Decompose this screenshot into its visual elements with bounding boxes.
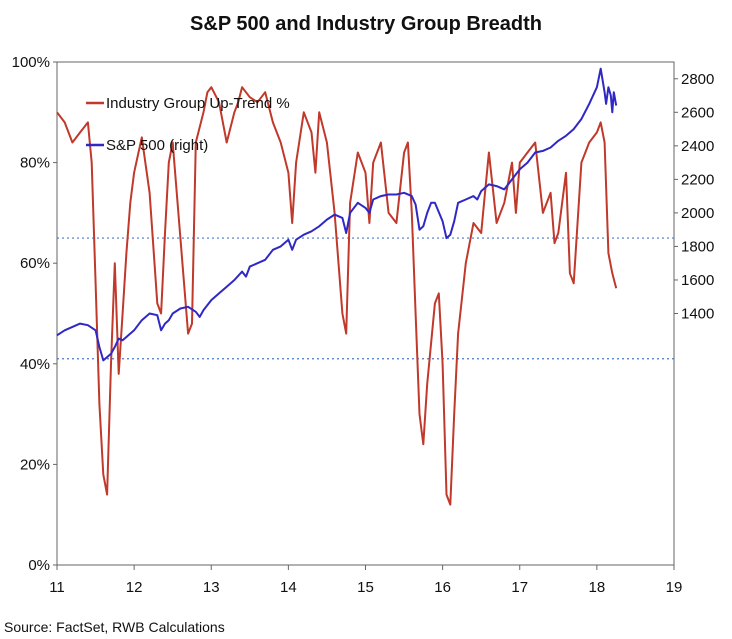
series-layer bbox=[56, 67, 618, 506]
x-tick-label: 15 bbox=[357, 579, 374, 596]
left-tick-label: 0% bbox=[28, 557, 50, 574]
right-tick-label: 2200 bbox=[681, 171, 714, 188]
right-tick-label: 2600 bbox=[681, 104, 714, 121]
x-tick-label: 19 bbox=[666, 579, 683, 596]
x-tick-label: 13 bbox=[203, 579, 220, 596]
right-axis: 1400 1600 1800 2000 2200 2400 2600 2800 bbox=[674, 71, 714, 323]
right-tick-label: 1800 bbox=[681, 238, 714, 255]
x-tick-label: 16 bbox=[434, 579, 451, 596]
legend-label: S&P 500 (right) bbox=[106, 137, 208, 154]
right-tick-label: 2000 bbox=[681, 205, 714, 222]
x-tick-label: 12 bbox=[126, 579, 143, 596]
right-tick-label: 2400 bbox=[681, 138, 714, 155]
source-note: Source: FactSet, RWB Calculations bbox=[4, 619, 225, 635]
chart-title: S&P 500 and Industry Group Breadth bbox=[190, 13, 542, 35]
series-line-uptrend bbox=[56, 86, 618, 506]
left-tick-label: 20% bbox=[20, 456, 50, 473]
left-tick-label: 60% bbox=[20, 255, 50, 272]
legend-label: Industry Group Up-Trend % bbox=[106, 95, 290, 112]
legend: Industry Group Up-Trend % S&P 500 (right) bbox=[86, 95, 290, 154]
x-tick-label: 11 bbox=[49, 579, 65, 596]
x-tick-label: 14 bbox=[280, 579, 297, 596]
right-tick-label: 1600 bbox=[681, 272, 714, 289]
right-tick-label: 1400 bbox=[681, 306, 714, 323]
right-tick-label: 2800 bbox=[681, 71, 714, 88]
x-tick-label: 18 bbox=[589, 579, 606, 596]
left-tick-label: 80% bbox=[20, 155, 50, 172]
left-tick-label: 40% bbox=[20, 356, 50, 373]
x-tick-label: 17 bbox=[511, 579, 528, 596]
left-tick-label: 100% bbox=[12, 54, 50, 71]
left-axis: 0% 20% 40% 60% 80% 100% bbox=[12, 54, 57, 574]
series-line-sp500 bbox=[56, 67, 618, 362]
plot-area bbox=[56, 61, 675, 566]
x-axis: 11 12 13 14 15 16 17 18 19 bbox=[49, 565, 682, 596]
